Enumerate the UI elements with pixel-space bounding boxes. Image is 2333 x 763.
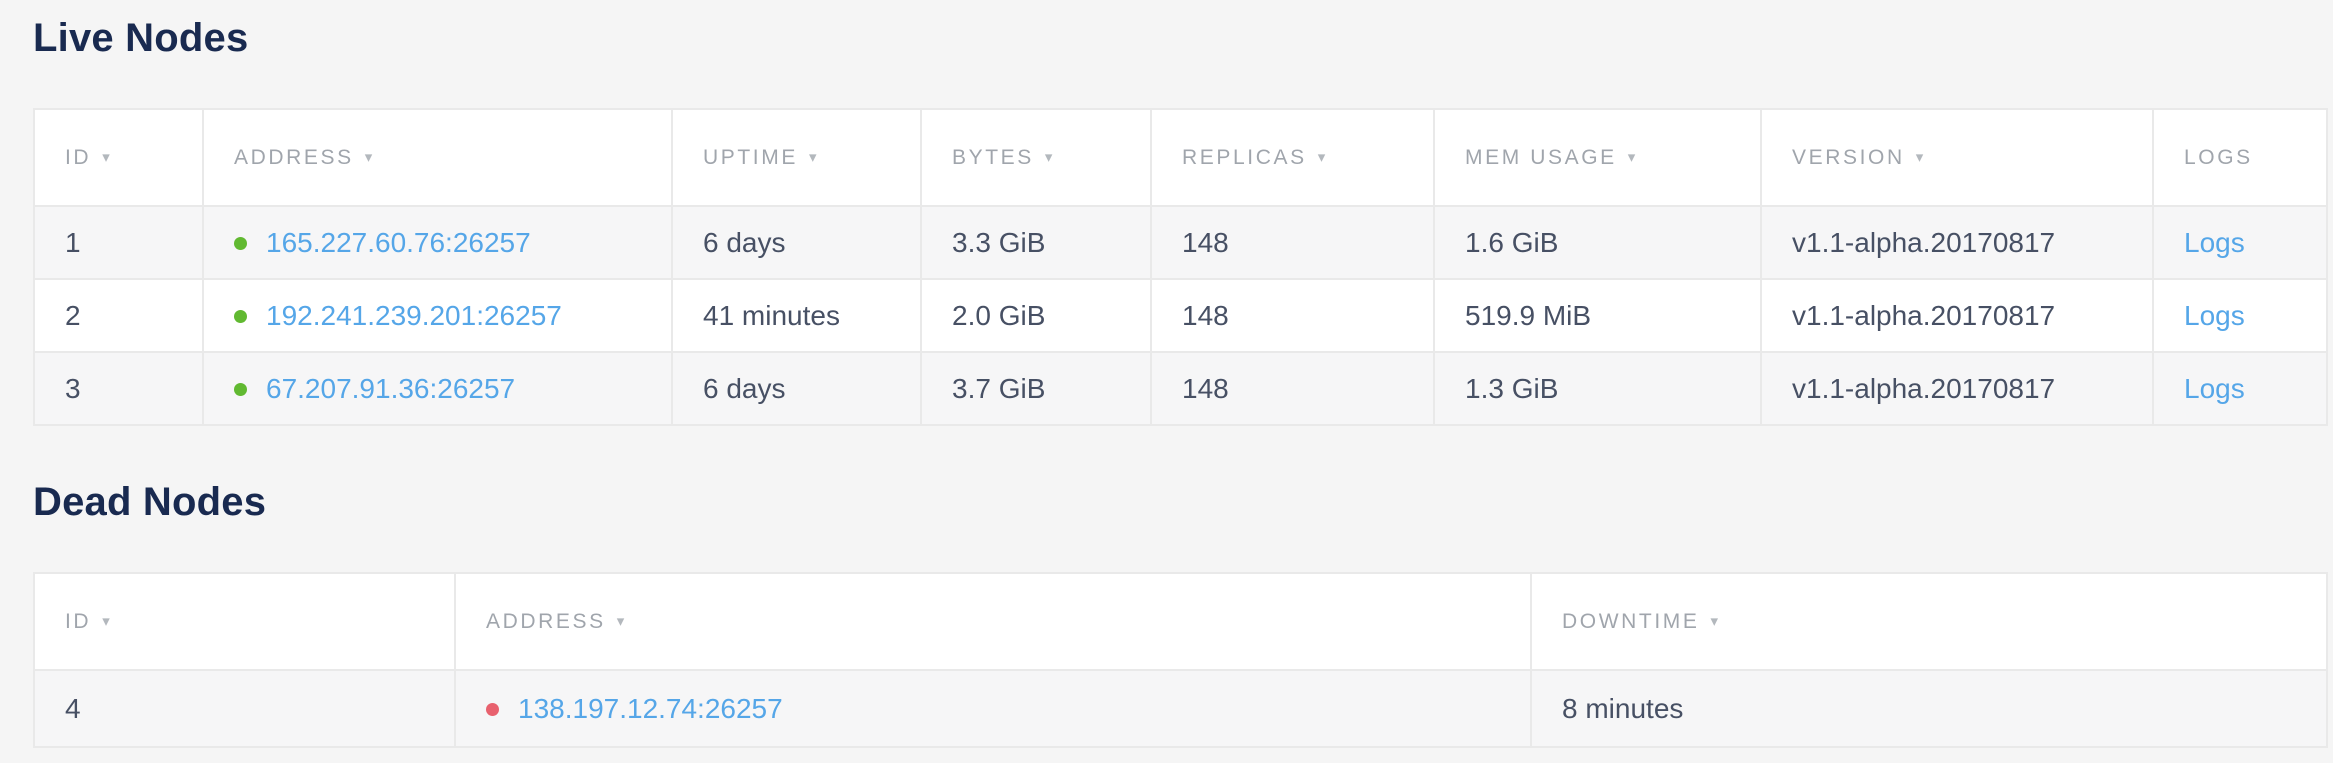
dead-nodes-title: Dead Nodes	[33, 480, 267, 524]
dead-status-dot-icon	[486, 702, 499, 716]
node-logs-cell: Logs	[2152, 278, 2328, 353]
logs-link[interactable]: Logs	[2184, 226, 2245, 258]
node-id-cell: 2	[33, 278, 204, 353]
table-row: 2 192.241.239.201:26257 41 minutes 2.0 G…	[33, 278, 2328, 353]
live-col-header-bytes[interactable]: BYTES ▾	[920, 108, 1152, 207]
node-id-cell: 4	[33, 669, 456, 748]
col-label-address: ADDRESS	[486, 609, 606, 633]
logs-link[interactable]: Logs	[2184, 372, 2245, 404]
col-label-address: ADDRESS	[234, 145, 354, 169]
node-logs-cell: Logs	[2152, 205, 2328, 280]
node-bytes-cell: 3.3 GiB	[920, 205, 1152, 280]
node-address-cell: 138.197.12.74:26257	[454, 669, 1532, 748]
col-label-bytes: BYTES	[952, 145, 1034, 169]
node-id-cell: 3	[33, 351, 204, 426]
col-label-mem-usage: MEM USAGE	[1465, 145, 1617, 169]
col-label-id: ID	[65, 609, 92, 633]
node-address-cell: 192.241.239.201:26257	[202, 278, 673, 353]
sort-arrow-icon[interactable]: ▾	[1044, 148, 1053, 166]
sort-arrow-icon[interactable]: ▾	[808, 148, 817, 166]
live-col-header-logs: LOGS	[2152, 108, 2328, 207]
dead-col-header-downtime[interactable]: DOWNTIME ▾	[1530, 572, 2328, 671]
col-label-logs: LOGS	[2184, 145, 2253, 169]
sort-arrow-icon[interactable]: ▾	[1915, 148, 1924, 166]
sort-arrow-icon[interactable]: ▾	[1317, 148, 1326, 166]
node-mem-usage-cell: 519.9 MiB	[1433, 278, 1762, 353]
dead-col-header-address[interactable]: ADDRESS ▾	[454, 572, 1532, 671]
node-address-link[interactable]: 138.197.12.74:26257	[518, 692, 783, 724]
node-replicas-cell: 148	[1150, 205, 1435, 280]
sort-arrow-icon[interactable]: ▾	[1627, 148, 1636, 166]
live-status-dot-icon	[234, 236, 247, 250]
logs-link[interactable]: Logs	[2184, 299, 2245, 331]
live-nodes-table: ID ▾ ADDRESS ▾ UPTIME ▾ BYTES ▾ REPLICAS ▾ ME…	[33, 108, 2328, 426]
live-col-header-address[interactable]: ADDRESS ▾	[202, 108, 673, 207]
node-uptime-cell: 6 days	[671, 351, 922, 426]
sort-arrow-icon[interactable]: ▾	[102, 148, 110, 166]
live-status-dot-icon	[234, 309, 247, 323]
sort-arrow-icon[interactable]: ▾	[102, 612, 110, 630]
live-nodes-title: Live Nodes	[33, 16, 249, 60]
col-label-version: VERSION	[1792, 145, 1905, 169]
node-uptime-cell: 6 days	[671, 205, 922, 280]
live-col-header-mem-usage[interactable]: MEM USAGE ▾	[1433, 108, 1762, 207]
node-logs-cell: Logs	[2152, 351, 2328, 426]
node-address-cell: 165.227.60.76:26257	[202, 205, 673, 280]
dead-col-header-id[interactable]: ID ▾	[33, 572, 456, 671]
live-header-row: ID ▾ ADDRESS ▾ UPTIME ▾ BYTES ▾ REPLICAS ▾ ME…	[33, 108, 2328, 207]
table-row: 3 67.207.91.36:26257 6 days 3.7 GiB 148 …	[33, 351, 2328, 426]
dead-header-row: ID ▾ ADDRESS ▾ DOWNTIME ▾	[33, 572, 2328, 671]
node-address-link[interactable]: 192.241.239.201:26257	[266, 299, 562, 331]
node-bytes-cell: 3.7 GiB	[920, 351, 1152, 426]
node-replicas-cell: 148	[1150, 351, 1435, 426]
sort-arrow-icon[interactable]: ▾	[1710, 612, 1718, 630]
table-row: 1 165.227.60.76:26257 6 days 3.3 GiB 148…	[33, 205, 2328, 280]
node-address-link[interactable]: 67.207.91.36:26257	[266, 372, 516, 404]
node-address-link[interactable]: 165.227.60.76:26257	[266, 226, 531, 258]
table-row: 4 138.197.12.74:26257 8 minutes	[33, 669, 2328, 748]
node-replicas-cell: 148	[1150, 278, 1435, 353]
col-label-downtime: DOWNTIME	[1562, 609, 1700, 633]
node-uptime-cell: 41 minutes	[671, 278, 922, 353]
nodes-page: Live Nodes ID ▾ ADDRESS ▾ UPTIME ▾ BYTES ▾ R…	[0, 15, 2333, 748]
live-col-header-id[interactable]: ID ▾	[33, 108, 204, 207]
sort-arrow-icon[interactable]: ▾	[364, 148, 373, 166]
node-version-cell: v1.1-alpha.20170817	[1760, 205, 2154, 280]
node-downtime-cell: 8 minutes	[1530, 669, 2328, 748]
dead-nodes-table: ID ▾ ADDRESS ▾ DOWNTIME ▾ 4 138.197.12.74:2…	[33, 572, 2328, 748]
node-mem-usage-cell: 1.6 GiB	[1433, 205, 1762, 280]
col-label-id: ID	[65, 145, 92, 169]
live-col-header-uptime[interactable]: UPTIME ▾	[671, 108, 922, 207]
node-version-cell: v1.1-alpha.20170817	[1760, 351, 2154, 426]
node-mem-usage-cell: 1.3 GiB	[1433, 351, 1762, 426]
live-status-dot-icon	[234, 382, 247, 396]
node-address-cell: 67.207.91.36:26257	[202, 351, 673, 426]
node-bytes-cell: 2.0 GiB	[920, 278, 1152, 353]
sort-arrow-icon[interactable]: ▾	[616, 612, 625, 630]
col-label-replicas: REPLICAS	[1182, 145, 1307, 169]
col-label-uptime: UPTIME	[703, 145, 798, 169]
node-version-cell: v1.1-alpha.20170817	[1760, 278, 2154, 353]
live-col-header-replicas[interactable]: REPLICAS ▾	[1150, 108, 1435, 207]
live-col-header-version[interactable]: VERSION ▾	[1760, 108, 2154, 207]
node-id-cell: 1	[33, 205, 204, 280]
